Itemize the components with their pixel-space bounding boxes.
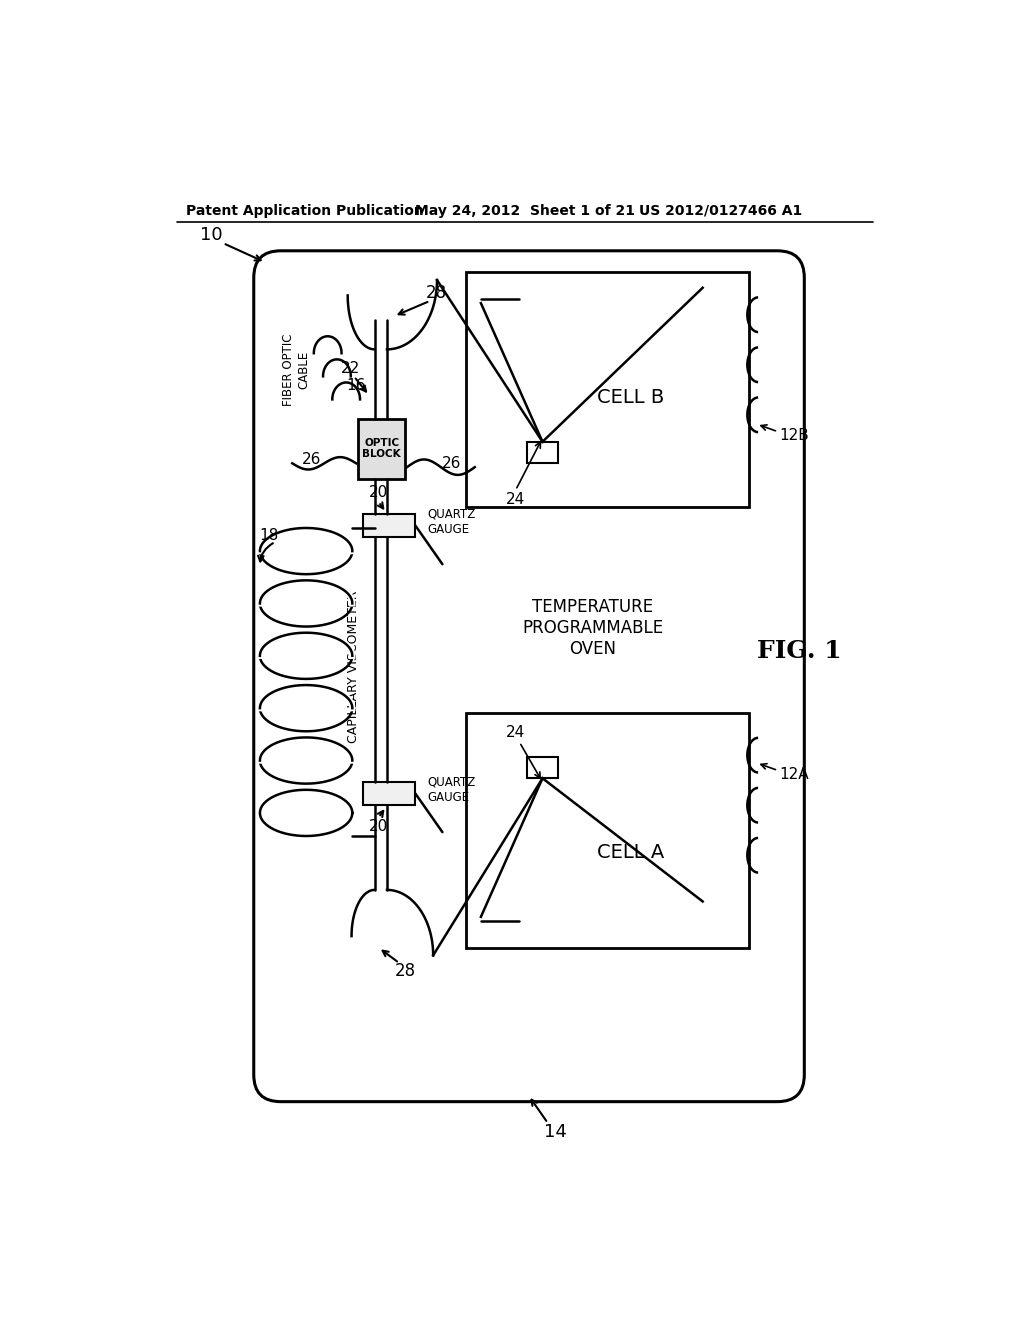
Bar xyxy=(364,781,416,805)
Text: 24: 24 xyxy=(506,492,525,507)
Text: 16: 16 xyxy=(346,378,366,393)
Text: 14: 14 xyxy=(544,1123,567,1142)
FancyBboxPatch shape xyxy=(254,251,804,1102)
Bar xyxy=(466,272,749,507)
Text: 28: 28 xyxy=(395,962,416,979)
Text: US 2012/0127466 A1: US 2012/0127466 A1 xyxy=(639,203,802,218)
Text: 20: 20 xyxy=(369,484,388,500)
Text: 26: 26 xyxy=(302,451,322,467)
Text: CELL B: CELL B xyxy=(597,388,664,407)
Text: 20: 20 xyxy=(369,820,388,834)
Bar xyxy=(364,513,416,537)
Text: 28: 28 xyxy=(426,284,446,302)
Text: Patent Application Publication: Patent Application Publication xyxy=(186,203,424,218)
Text: OPTIC
BLOCK: OPTIC BLOCK xyxy=(362,438,400,459)
Bar xyxy=(357,418,406,479)
Text: May 24, 2012  Sheet 1 of 21: May 24, 2012 Sheet 1 of 21 xyxy=(416,203,636,218)
Text: CELL A: CELL A xyxy=(597,843,664,862)
Text: QUARTZ
GAUGE: QUARTZ GAUGE xyxy=(427,776,475,804)
Text: 12A: 12A xyxy=(779,767,809,781)
Text: CAPILLARY VISCOMETER: CAPILLARY VISCOMETER xyxy=(347,590,360,743)
Text: FIBER OPTIC
CABLE: FIBER OPTIC CABLE xyxy=(282,334,310,407)
Text: TEMPERATURE
PROGRAMMABLE
OVEN: TEMPERATURE PROGRAMMABLE OVEN xyxy=(522,598,664,657)
Text: FIG. 1: FIG. 1 xyxy=(757,639,842,663)
Text: 22: 22 xyxy=(340,362,359,376)
Text: 10: 10 xyxy=(200,227,223,244)
Bar xyxy=(527,756,558,779)
Text: 26: 26 xyxy=(442,455,462,471)
Bar xyxy=(466,713,749,948)
Text: QUARTZ
GAUGE: QUARTZ GAUGE xyxy=(427,508,475,536)
Text: 24: 24 xyxy=(506,725,525,739)
Text: 12B: 12B xyxy=(779,428,809,444)
Bar xyxy=(527,442,558,463)
Text: 18: 18 xyxy=(259,528,279,544)
